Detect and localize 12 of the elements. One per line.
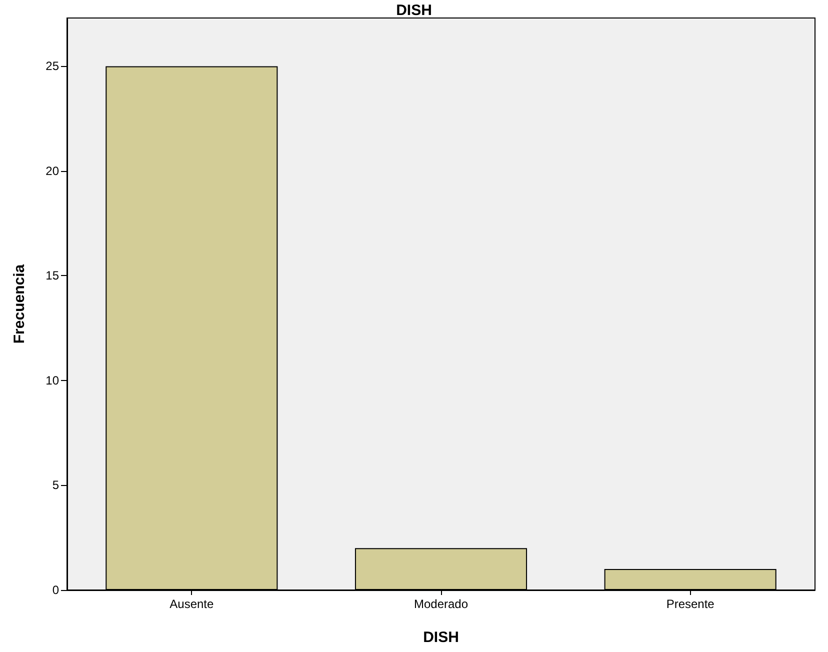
y-tick-label: 0 <box>52 583 60 597</box>
x-axis-title: DISH <box>423 629 459 646</box>
y-tick-label: 10 <box>46 373 60 388</box>
y-tick-label: 20 <box>46 164 60 178</box>
chart-title: DISH <box>396 2 432 19</box>
x-tick-label: Moderado <box>414 597 468 611</box>
y-tick-label: 15 <box>46 268 60 283</box>
x-tick-label: Ausente <box>170 597 214 611</box>
y-axis-title: Frecuencia <box>11 264 28 344</box>
y-tick-label: 5 <box>52 478 60 492</box>
x-tick-label: Presente <box>666 597 715 611</box>
y-tick-label: 25 <box>46 59 60 74</box>
